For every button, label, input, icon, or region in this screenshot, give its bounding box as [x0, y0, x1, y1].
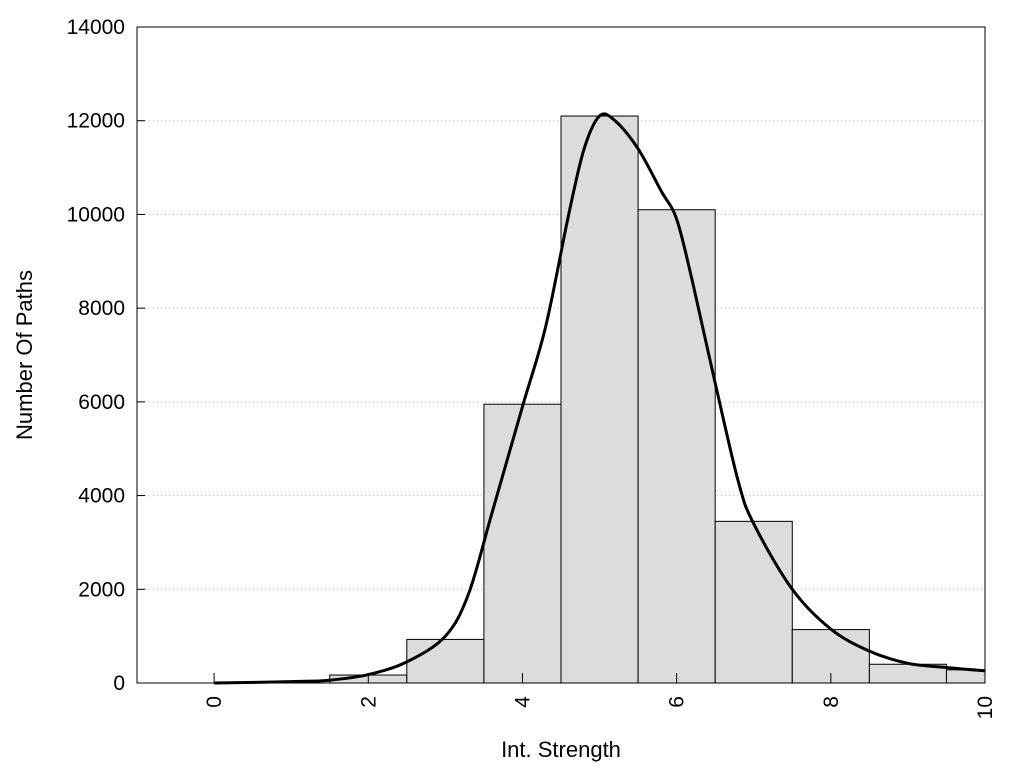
y-tick-label: 12000 [67, 110, 125, 133]
axis-tick-labels: 0 2000 4000 6000 8000 10000 12000 14000 0 2 4 6 8 10 [67, 16, 997, 719]
x-tick-label: 4 [511, 696, 534, 708]
y-tick-label: 10000 [67, 203, 125, 226]
plot-frame [136, 26, 986, 684]
x-axis-title: Int. Strength [501, 737, 621, 762]
y-tick-label: 6000 [78, 391, 125, 414]
x-tick-label: 6 [666, 696, 689, 708]
y-tick-label: 2000 [78, 578, 125, 601]
y-axis-title: Number Of Paths [12, 270, 37, 440]
histogram-bar [483, 403, 562, 684]
x-tick-label: 2 [357, 696, 380, 708]
histogram-bar [560, 115, 639, 684]
density-curve-layer [214, 112, 986, 685]
x-tick-label: 10 [974, 696, 997, 719]
axis-ticks [137, 26, 986, 684]
y-tick-label: 14000 [67, 16, 125, 39]
y-tick-label: 8000 [78, 297, 125, 320]
x-tick-label: 8 [820, 696, 843, 708]
x-tick-label: 0 [203, 696, 226, 708]
histogram-bar [637, 209, 716, 684]
y-tick-label: 0 [113, 672, 125, 695]
histogram-bars [329, 115, 986, 684]
histogram-bar [406, 638, 485, 684]
histogram-bar [714, 520, 793, 684]
y-tick-label: 4000 [78, 485, 125, 508]
density-curve [214, 112, 986, 685]
